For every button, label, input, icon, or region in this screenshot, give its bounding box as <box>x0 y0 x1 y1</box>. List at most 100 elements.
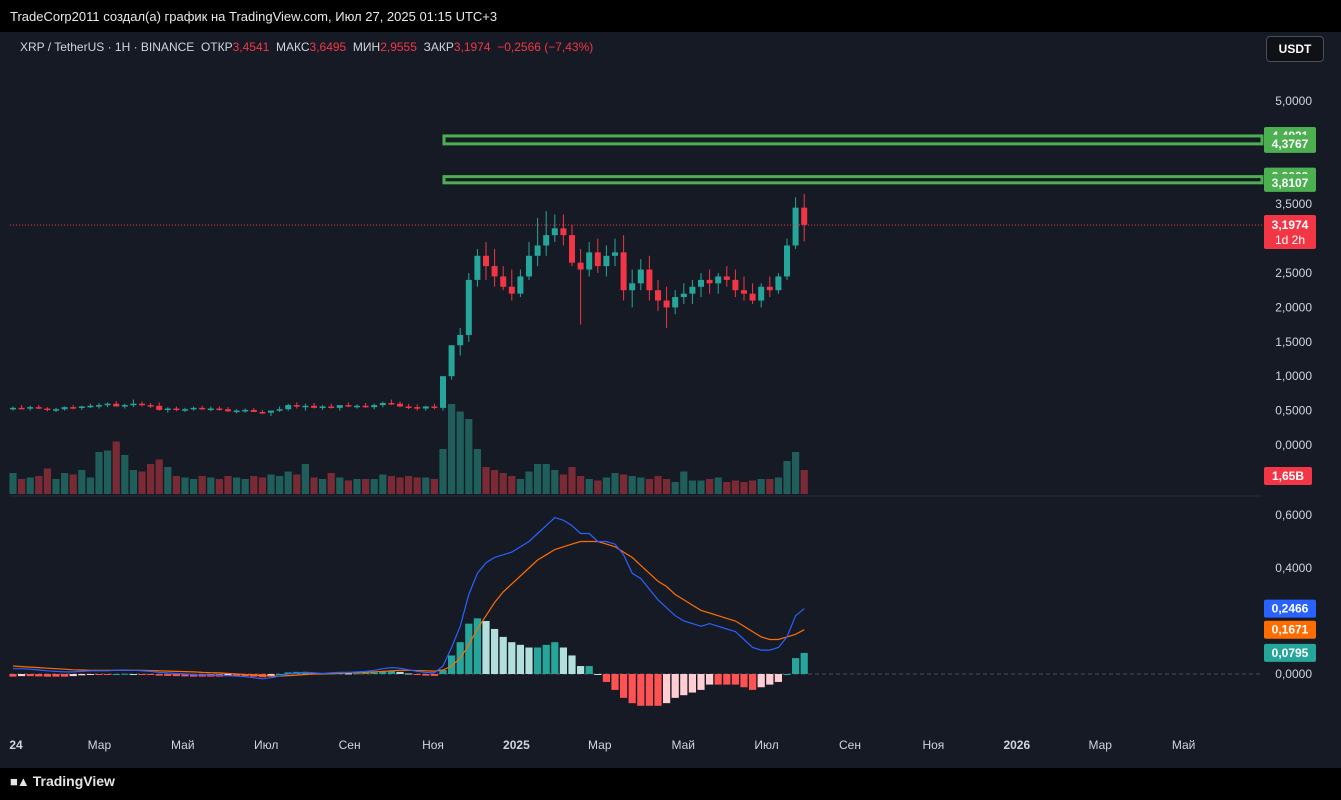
candle-body[interactable] <box>96 405 102 407</box>
candle-body[interactable] <box>311 405 317 408</box>
candle-body[interactable] <box>603 255 610 267</box>
candle-body[interactable] <box>732 279 739 291</box>
footer-brand[interactable]: ■▲ TradingView <box>10 771 115 791</box>
candle-body[interactable] <box>207 408 214 411</box>
candle-body[interactable] <box>577 262 584 270</box>
candle-body[interactable] <box>465 279 472 335</box>
candle-body[interactable] <box>594 252 601 267</box>
candle-body[interactable] <box>242 409 249 412</box>
candle-body[interactable] <box>543 235 550 246</box>
candle-body[interactable] <box>225 409 231 412</box>
candle-body[interactable] <box>784 245 790 277</box>
candle-body[interactable] <box>199 407 206 410</box>
candle-body[interactable] <box>422 406 429 409</box>
candle-body[interactable] <box>448 345 455 377</box>
candle-body[interactable] <box>517 276 524 294</box>
candle-body[interactable] <box>87 405 94 408</box>
candle-body[interactable] <box>190 407 197 410</box>
candle-body[interactable] <box>775 276 782 291</box>
candle-body[interactable] <box>723 276 730 280</box>
candle-body[interactable] <box>766 286 773 291</box>
candle-body[interactable] <box>53 409 59 411</box>
candle-body[interactable] <box>414 407 421 409</box>
candle-body[interactable] <box>44 408 51 411</box>
candle-body[interactable] <box>354 405 360 408</box>
candle-body[interactable] <box>379 403 386 406</box>
candle-body[interactable] <box>637 269 644 284</box>
candle-body[interactable] <box>130 403 137 406</box>
candle-body[interactable] <box>362 405 369 408</box>
candle-body[interactable] <box>276 409 283 411</box>
chart-panel[interactable]: 5,0000 3,5000 2,5000 2,0000 1,5000 1,0000 0,50… <box>0 32 1341 768</box>
candle-body[interactable] <box>801 207 808 225</box>
candle-body[interactable] <box>319 406 326 408</box>
currency-button[interactable]: USDT <box>1266 36 1324 62</box>
candle-body[interactable] <box>345 405 352 407</box>
candle-body[interactable] <box>259 411 266 414</box>
candle-body[interactable] <box>35 407 42 409</box>
candle-body[interactable] <box>336 405 343 408</box>
candle-body[interactable] <box>672 297 679 308</box>
candle-body[interactable] <box>182 409 188 411</box>
candle-body[interactable] <box>655 290 661 301</box>
candle-body[interactable] <box>629 283 636 291</box>
candle-body[interactable] <box>397 403 403 407</box>
candle-body[interactable] <box>27 407 34 409</box>
candle-body[interactable] <box>18 407 25 410</box>
candle-body[interactable] <box>792 207 799 246</box>
candle-body[interactable] <box>302 405 309 408</box>
candle-body[interactable] <box>104 403 111 406</box>
candle-body[interactable] <box>285 405 292 410</box>
candle-body[interactable] <box>569 235 575 263</box>
candle-body[interactable] <box>70 407 77 409</box>
candle-body[interactable] <box>698 279 704 287</box>
candle-body[interactable] <box>440 376 446 408</box>
candle-body[interactable] <box>250 409 257 412</box>
candle-body[interactable] <box>405 406 412 408</box>
volume-bar <box>628 476 636 494</box>
chart-canvas[interactable]: 5,0000 3,5000 2,5000 2,0000 1,5000 1,0000 0,50… <box>0 32 1341 768</box>
candle-body[interactable] <box>216 408 223 411</box>
candle-body[interactable] <box>715 276 722 284</box>
candle-body[interactable] <box>689 286 696 294</box>
candle-body[interactable] <box>173 408 180 411</box>
candle-body[interactable] <box>293 405 300 407</box>
candle-body[interactable] <box>620 252 627 291</box>
candle-body[interactable] <box>147 405 154 407</box>
resistance-zone[interactable] <box>442 134 1264 146</box>
candle-body[interactable] <box>78 406 85 408</box>
candle-body[interactable] <box>233 410 240 413</box>
candle-body[interactable] <box>534 245 541 256</box>
candle-body[interactable] <box>500 276 507 287</box>
candle-body[interactable] <box>121 405 128 407</box>
candle-body[interactable] <box>483 255 489 267</box>
candle-body[interactable] <box>706 279 713 284</box>
candle-body[interactable] <box>612 252 618 256</box>
candle-body[interactable] <box>680 293 687 298</box>
candle-body[interactable] <box>526 255 532 277</box>
candle-body[interactable] <box>139 403 145 406</box>
candle-body[interactable] <box>646 269 653 291</box>
candle-body[interactable] <box>551 228 558 236</box>
candle-body[interactable] <box>457 334 464 346</box>
candle-body[interactable] <box>474 255 481 280</box>
resistance-zone[interactable] <box>442 175 1264 185</box>
candle-body[interactable] <box>10 407 16 410</box>
candle-body[interactable] <box>113 403 120 407</box>
candle-body[interactable] <box>758 286 765 301</box>
candle-body[interactable] <box>491 266 498 277</box>
candle-body[interactable] <box>156 405 163 410</box>
candle-body[interactable] <box>268 410 274 413</box>
candle-body[interactable] <box>741 290 747 294</box>
candle-body[interactable] <box>431 406 438 408</box>
candle-body[interactable] <box>586 252 593 270</box>
candle-body[interactable] <box>61 407 68 410</box>
candle-body[interactable] <box>508 286 515 294</box>
candle-body[interactable] <box>164 408 171 411</box>
candle-body[interactable] <box>371 405 378 408</box>
candle-body[interactable] <box>560 228 567 236</box>
candle-body[interactable] <box>663 300 670 308</box>
candle-body[interactable] <box>328 406 335 408</box>
candle-body[interactable] <box>388 403 395 405</box>
candle-body[interactable] <box>749 293 756 301</box>
